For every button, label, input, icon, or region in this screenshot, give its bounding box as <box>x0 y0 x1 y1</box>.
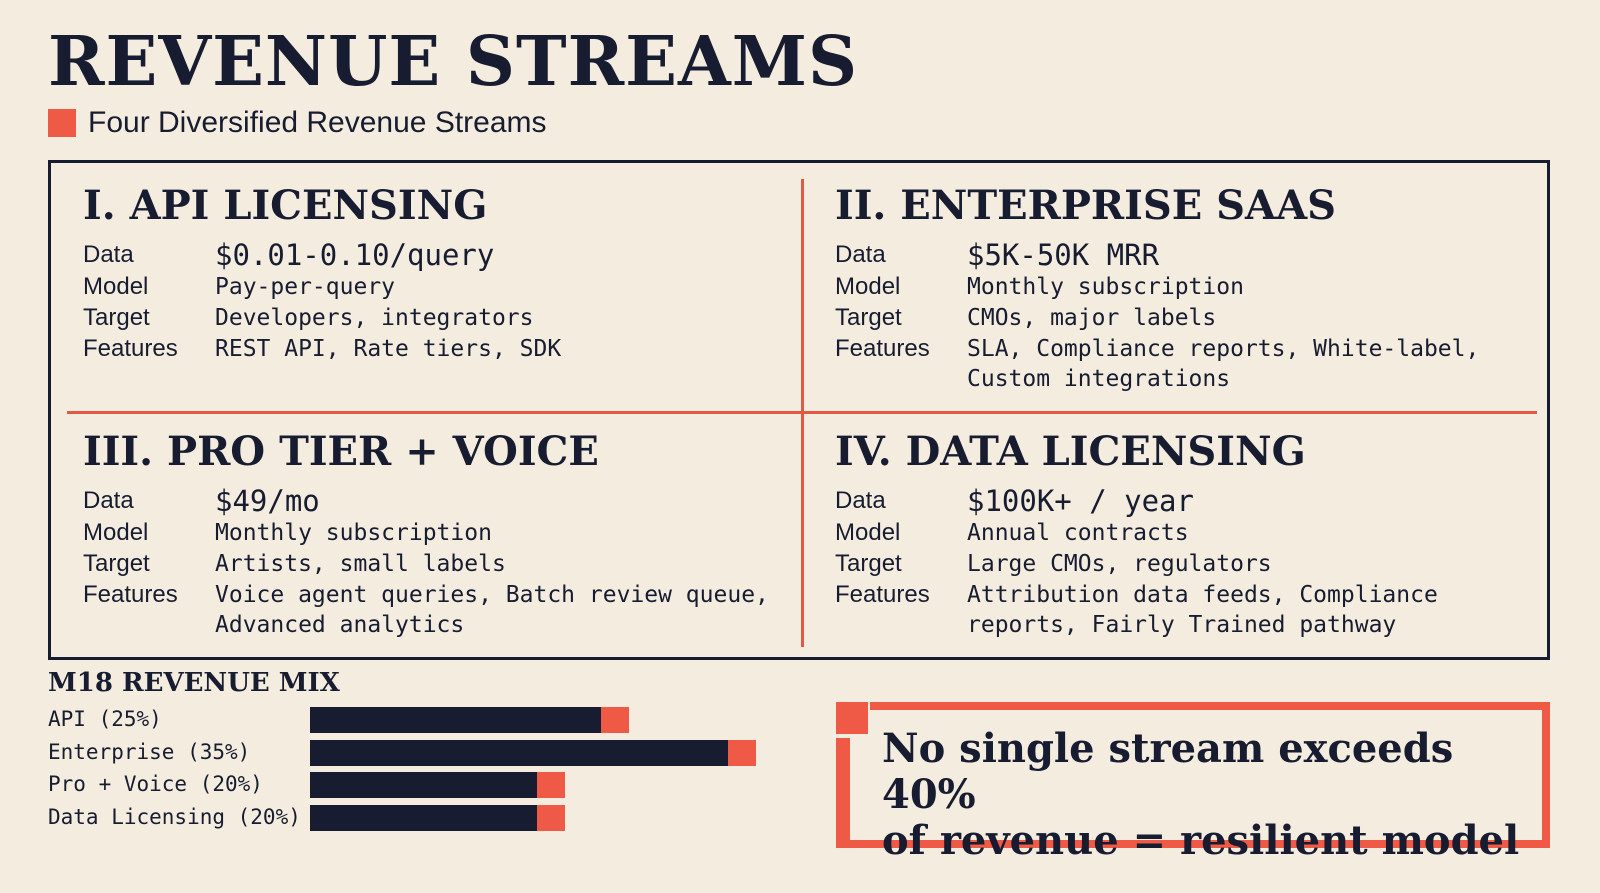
stream-features-row: Features Attribution data feeds, Complia… <box>835 579 1555 639</box>
target-label: Target <box>83 304 150 331</box>
revenue-mix-label: Pro + Voice (20%) <box>48 772 263 796</box>
callout-text: No single stream exceeds 40% of revenue … <box>882 726 1542 864</box>
stream-features-row: Features REST API, Rate tiers, SDK <box>83 333 803 364</box>
revenue-mix-bar-cap <box>537 772 565 798</box>
revenue-mix-bar-cap <box>601 707 629 733</box>
model-value: Pay-per-query <box>215 274 396 300</box>
page-title: REVENUE STREAMS <box>48 22 859 102</box>
revenue-mix-row: Pro + Voice (20%) <box>48 770 808 800</box>
features-value-line: SLA, Compliance reports, White-label, <box>967 336 1480 362</box>
stream-data-row: Data $0.01-0.10/query <box>83 239 803 271</box>
data-value: $49/mo <box>215 484 320 518</box>
callout-line: of revenue = resilient model <box>882 817 1520 864</box>
callout-line: No single stream exceeds 40% <box>882 725 1454 818</box>
data-value: $100K+ / year <box>967 484 1194 518</box>
revenue-mix-bar-fill <box>310 739 728 766</box>
features-value-line: Custom integrations <box>967 366 1231 392</box>
revenue-mix-bar <box>310 707 629 733</box>
model-value: Annual contracts <box>967 520 1189 546</box>
subtitle-text: Four Diversified Revenue Streams <box>88 106 547 139</box>
data-label: Data <box>83 241 134 268</box>
revenue-streams-grid: I. API LICENSING Data $0.01-0.10/query M… <box>48 160 1550 660</box>
subtitle: Four Diversified Revenue Streams <box>48 106 547 140</box>
stream-model-row: Model Annual contracts <box>835 517 1555 548</box>
callout-accent-square-icon <box>836 702 868 734</box>
model-value: Monthly subscription <box>967 274 1244 300</box>
target-value: Artists, small labels <box>215 551 506 577</box>
revenue-mix-bar <box>310 739 756 766</box>
target-label: Target <box>835 550 902 577</box>
revenue-mix-label: API (25%) <box>48 707 162 731</box>
model-label: Model <box>835 273 901 300</box>
stream-heading: IV. DATA LICENSING <box>835 428 1306 475</box>
data-value: $5K-50K MRR <box>967 238 1160 272</box>
features-label: Features <box>83 335 178 362</box>
data-label: Data <box>835 487 886 514</box>
stream-features-row: Features SLA, Compliance reports, White-… <box>835 333 1555 393</box>
features-value-line: reports, Fairly Trained pathway <box>967 612 1397 638</box>
features-value-line: Attribution data feeds, Compliance <box>967 582 1438 608</box>
stream-data-row: Data $5K-50K MRR <box>835 239 1555 271</box>
model-value: Monthly subscription <box>215 520 492 546</box>
stream-heading: I. API LICENSING <box>83 182 488 229</box>
callout-box <box>836 702 1550 848</box>
revenue-mix-title: M18 REVENUE MIX <box>48 668 340 698</box>
features-value-line: Voice agent queries, Batch review queue, <box>215 582 769 608</box>
revenue-mix-bar-cap <box>537 804 565 831</box>
data-label: Data <box>83 487 134 514</box>
data-value: $0.01-0.10/query <box>215 238 495 272</box>
target-value: Large CMOs, regulators <box>967 551 1272 577</box>
features-label: Features <box>835 335 930 362</box>
accent-square-icon <box>48 109 76 137</box>
model-label: Model <box>83 273 149 300</box>
stream-target-row: Target CMOs, major labels <box>835 302 1555 333</box>
revenue-mix-bar-fill <box>310 707 601 733</box>
features-label: Features <box>835 581 930 608</box>
revenue-mix-row: API (25%) <box>48 705 808 735</box>
stream-target-row: Target Artists, small labels <box>83 548 803 579</box>
stream-model-row: Model Monthly subscription <box>83 517 803 548</box>
revenue-mix-label: Enterprise (35%) <box>48 739 251 764</box>
stream-api-licensing: I. API LICENSING Data $0.01-0.10/query M… <box>83 185 803 364</box>
revenue-mix-bar-fill <box>310 804 537 831</box>
data-label: Data <box>835 241 886 268</box>
target-value: Developers, integrators <box>215 305 534 331</box>
stream-data-licensing: IV. DATA LICENSING Data $100K+ / year Mo… <box>835 431 1555 639</box>
stream-data-row: Data $49/mo <box>83 485 803 517</box>
stream-target-row: Target Large CMOs, regulators <box>835 548 1555 579</box>
stream-target-row: Target Developers, integrators <box>83 302 803 333</box>
stream-heading: III. PRO TIER + VOICE <box>83 428 599 475</box>
stream-features-row: Features Voice agent queries, Batch revi… <box>83 579 803 639</box>
target-label: Target <box>835 304 902 331</box>
revenue-mix-row: Enterprise (35%) <box>48 738 808 768</box>
revenue-mix-label: Data Licensing (20%) <box>48 804 301 829</box>
stream-model-row: Model Pay-per-query <box>83 271 803 302</box>
stream-pro-tier-voice: III. PRO TIER + VOICE Data $49/mo Model … <box>83 431 803 639</box>
features-value-line: Advanced analytics <box>215 612 465 638</box>
revenue-mix-bar-cap <box>728 739 756 766</box>
stream-heading: II. ENTERPRISE SAAS <box>835 182 1336 229</box>
stream-model-row: Model Monthly subscription <box>835 271 1555 302</box>
revenue-mix-row: Data Licensing (20%) <box>48 803 808 833</box>
grid-horizontal-divider <box>67 411 1537 414</box>
revenue-mix-bar <box>310 804 565 831</box>
stream-data-row: Data $100K+ / year <box>835 485 1555 517</box>
model-label: Model <box>835 519 901 546</box>
features-label: Features <box>83 581 178 608</box>
target-label: Target <box>83 550 150 577</box>
revenue-mix-bar <box>310 772 565 798</box>
stream-enterprise-saas: II. ENTERPRISE SAAS Data $5K-50K MRR Mod… <box>835 185 1555 393</box>
model-label: Model <box>83 519 149 546</box>
revenue-mix-bar-fill <box>310 772 537 798</box>
target-value: CMOs, major labels <box>967 305 1217 331</box>
features-value-line: REST API, Rate tiers, SDK <box>215 336 562 362</box>
